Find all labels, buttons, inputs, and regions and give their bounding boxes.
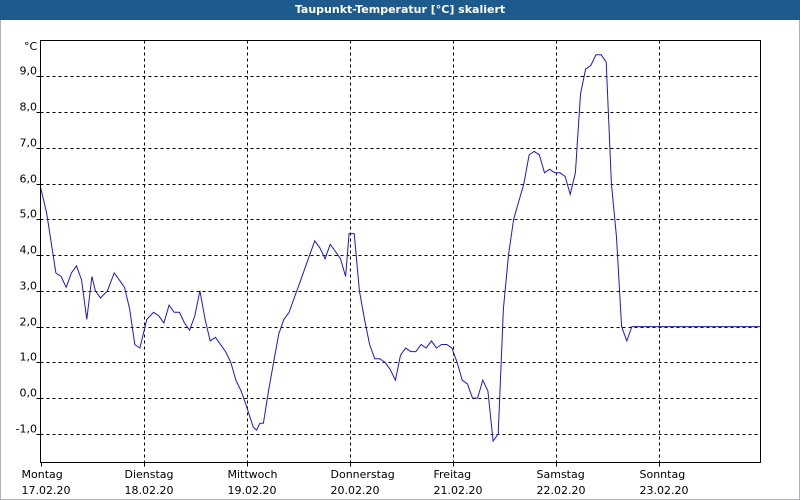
chart-title: Taupunkt-Temperatur [°C] skaliert (0, 0, 800, 20)
y-tick-label: 7,0 (20, 137, 38, 150)
x-tick-day-label: Dienstag (125, 468, 174, 481)
series-layer (40, 54, 761, 443)
y-tick-label: 6,0 (20, 173, 38, 186)
x-tick-day-label: Donnerstag (331, 468, 395, 481)
x-tick-day-label: Freitag (434, 468, 472, 481)
y-tick-label: 5,0 (20, 208, 38, 221)
grid-lines (40, 40, 761, 463)
x-tick-day-label: Samstag (537, 468, 585, 481)
x-tick-day-label: Mittwoch (228, 468, 278, 481)
y-tick-label: 2,0 (20, 316, 38, 329)
x-tick-date-label: 20.02.20 (331, 484, 380, 497)
y-tick-label: 1,0 (20, 351, 38, 364)
y-axis: 9,0 8,0 7,0 6,0 5,0 4,0 3,0 2,0 1,0 0,0 -1,0 °C (16, 40, 41, 436)
x-tick-date-label: 19.02.20 (228, 484, 277, 497)
y-tick-label: 0,0 (20, 387, 38, 400)
x-tick-date-label: 21.02.20 (434, 484, 483, 497)
y-tick-label: -1,0 (16, 423, 37, 436)
plot-border (40, 40, 761, 463)
x-tick-date-label: 22.02.20 (537, 484, 586, 497)
x-tick-date-label: 18.02.20 (125, 484, 174, 497)
x-tick-date-label: 17.02.20 (22, 484, 71, 497)
x-tick-day-label: Montag (22, 468, 63, 481)
y-tick-label: 4,0 (20, 244, 38, 257)
y-tick-label: 8,0 (20, 101, 38, 114)
y-tick-label: 3,0 (20, 280, 38, 293)
x-tick-date-label: 23.02.20 (640, 484, 689, 497)
series-line-dewpoint (40, 54, 761, 443)
x-axis: Montag 17.02.20 Dienstag 18.02.20 Mittwoch 19… (22, 462, 689, 497)
y-tick-label: 9,0 (20, 65, 38, 78)
y-axis-unit: °C (24, 40, 38, 53)
x-tick-day-label: Sonntag (640, 468, 686, 481)
